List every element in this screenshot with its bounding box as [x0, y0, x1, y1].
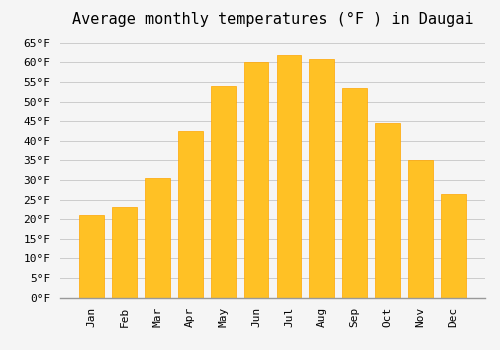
Title: Average monthly temperatures (°F ) in Daugai: Average monthly temperatures (°F ) in Da… [72, 12, 473, 27]
Bar [244, 62, 268, 298]
Bar [80, 215, 104, 298]
Bar [145, 178, 170, 298]
Bar [376, 123, 400, 298]
Bar [310, 58, 334, 298]
Bar [211, 86, 236, 298]
Bar [112, 208, 137, 298]
Bar [408, 160, 433, 298]
Bar [441, 194, 466, 298]
Bar [178, 131, 203, 298]
Bar [342, 88, 367, 298]
Bar [276, 55, 301, 298]
